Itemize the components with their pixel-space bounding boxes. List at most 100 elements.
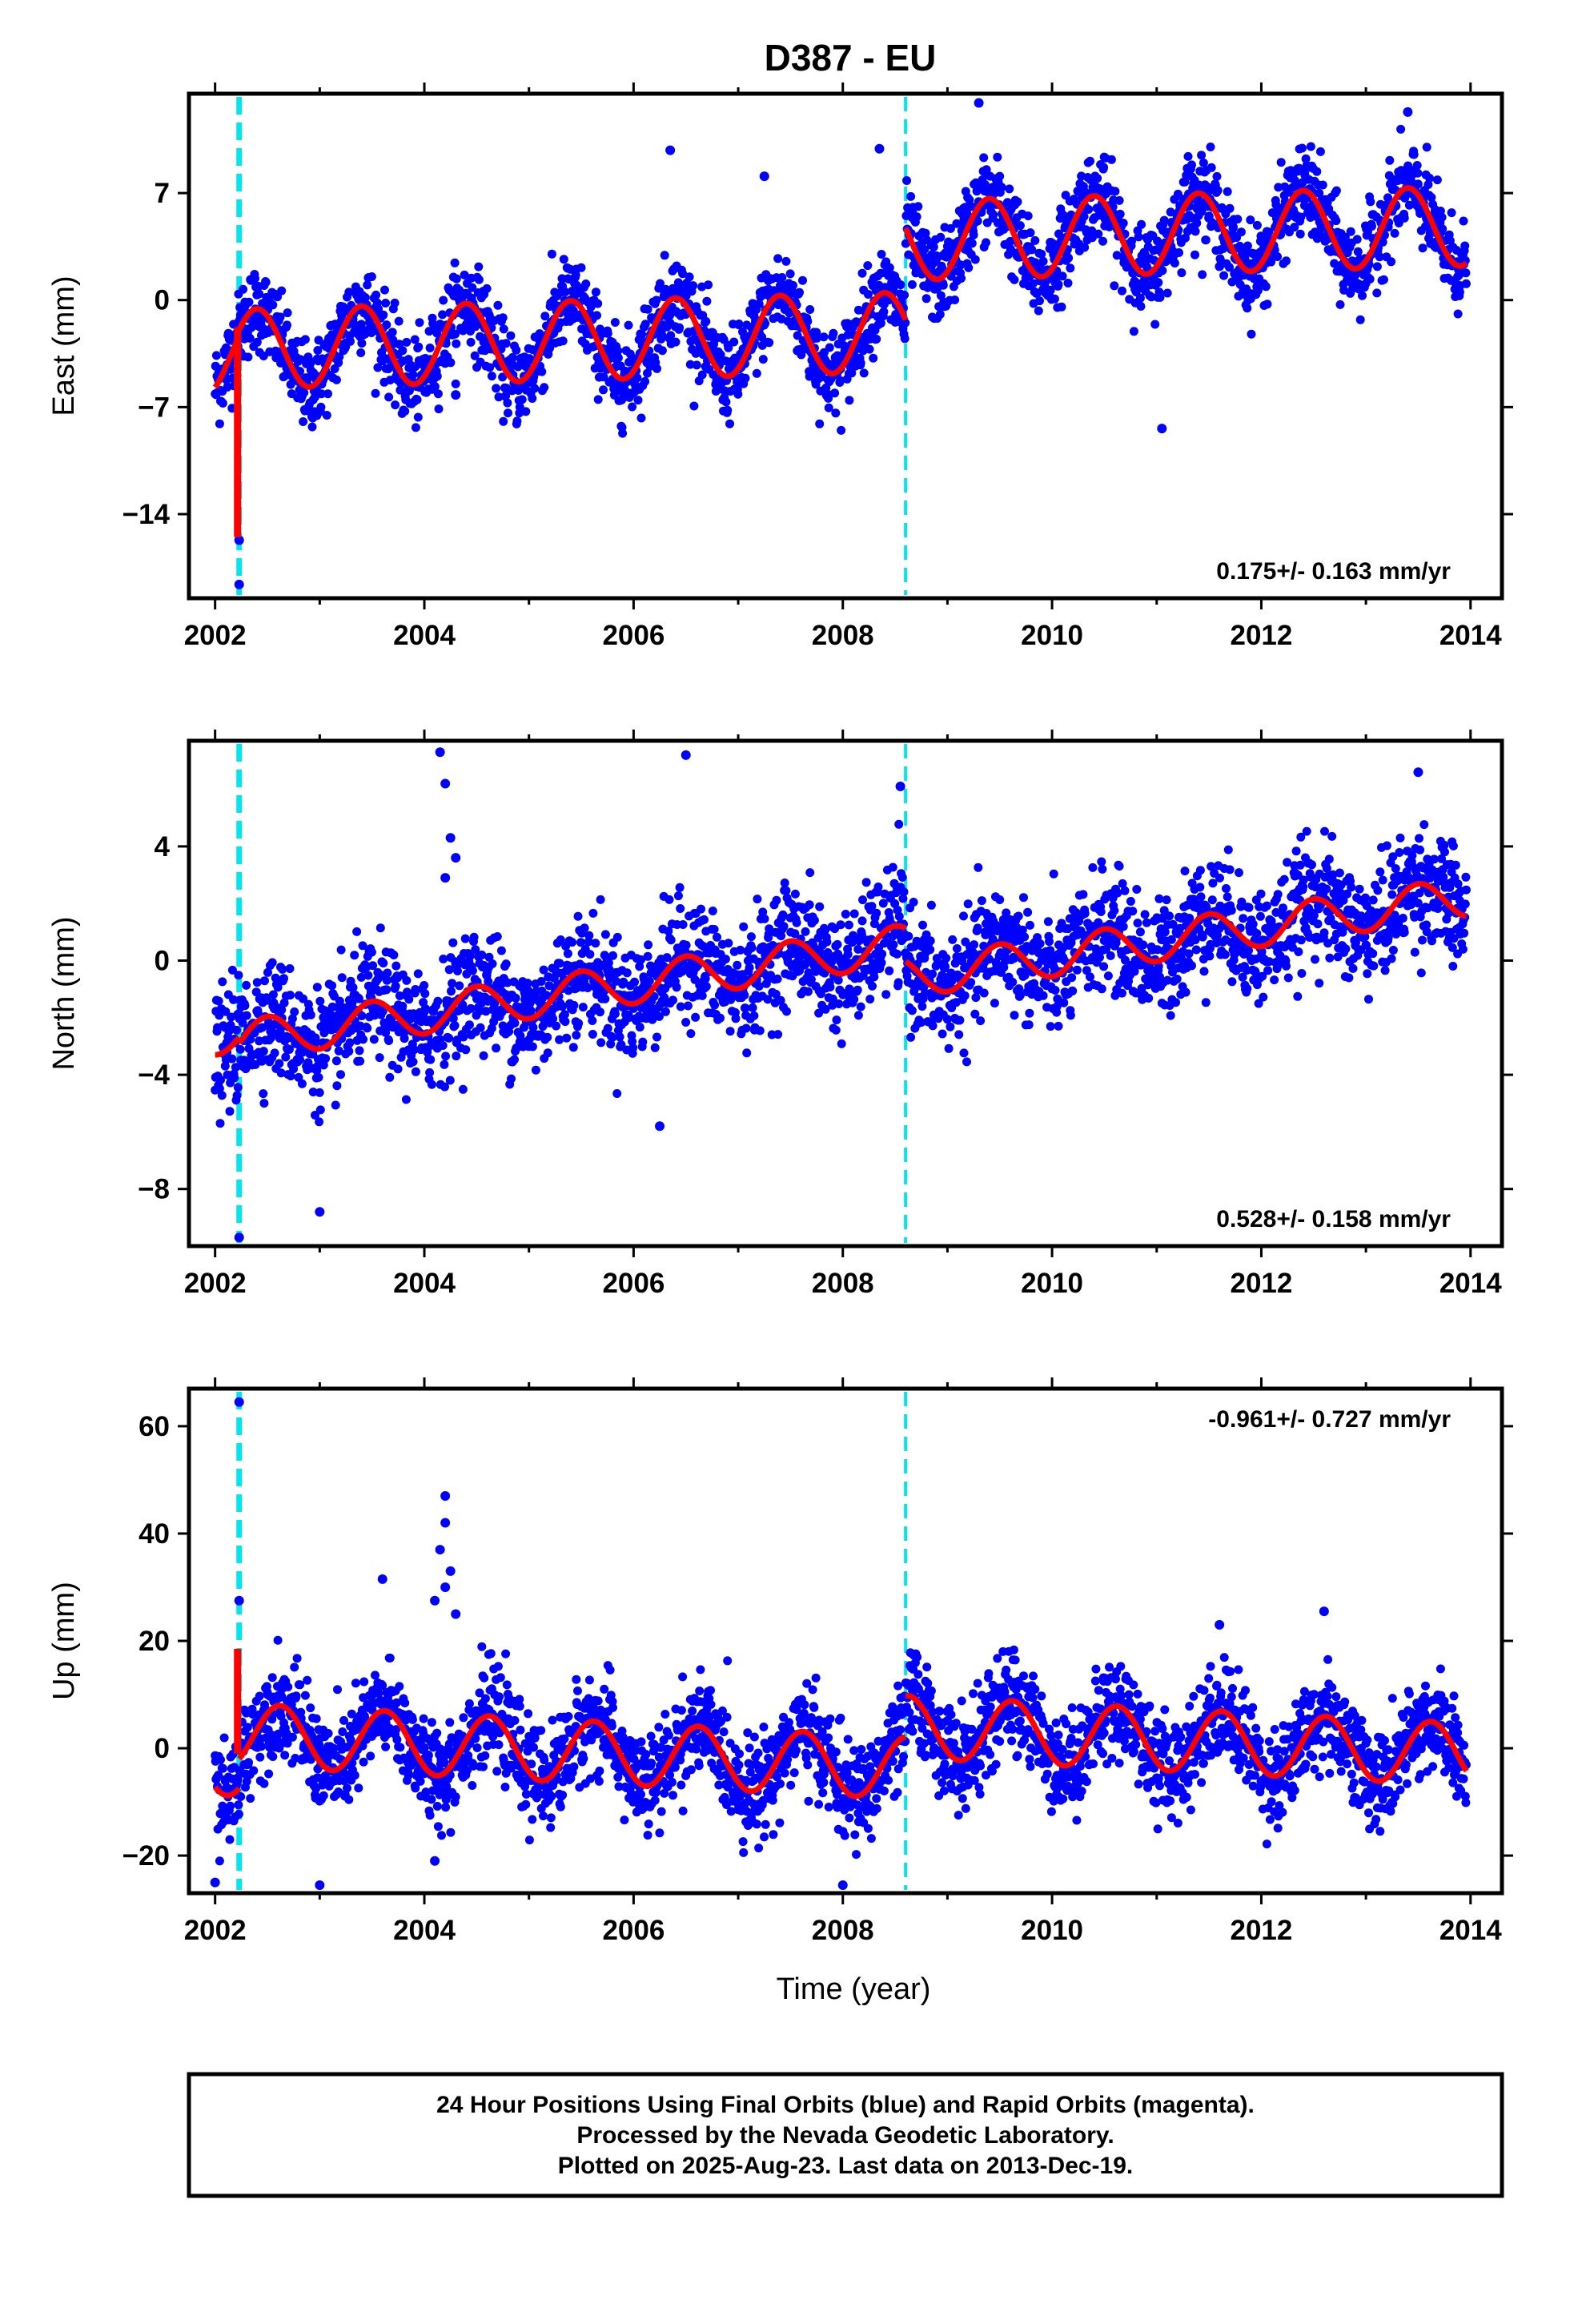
data-point [885, 263, 894, 272]
data-point [259, 1099, 269, 1108]
data-point [523, 979, 532, 988]
data-point [1422, 143, 1431, 152]
data-point [1199, 158, 1208, 167]
data-point [464, 1020, 474, 1030]
data-point [356, 348, 366, 357]
data-point [498, 313, 508, 323]
data-point [906, 191, 916, 201]
data-point [792, 918, 801, 927]
data-point [512, 345, 521, 355]
data-point [382, 985, 391, 995]
data-point [683, 1001, 693, 1011]
data-point [697, 370, 707, 380]
data-point [391, 961, 401, 971]
data-point [1133, 919, 1142, 928]
data-point [1009, 954, 1018, 963]
data-point [242, 1011, 251, 1020]
data-point [604, 958, 613, 967]
data-point [390, 298, 400, 308]
data-point [1413, 168, 1423, 178]
data-point [240, 1001, 250, 1011]
data-point [1273, 252, 1283, 261]
data-point [741, 1023, 751, 1033]
data-point [543, 1048, 552, 1058]
data-point [954, 1030, 964, 1039]
data-point [528, 1023, 538, 1032]
data-point [913, 202, 923, 211]
data-point [995, 895, 1005, 904]
data-point [1038, 256, 1048, 266]
data-point [1037, 249, 1046, 259]
data-point [825, 343, 834, 352]
data-point [1219, 271, 1229, 280]
data-point [345, 1038, 355, 1047]
data-point [217, 1091, 227, 1100]
data-point [752, 368, 761, 378]
data-point [847, 368, 857, 378]
data-point [941, 962, 950, 971]
data-point [244, 1043, 254, 1053]
data-point [382, 320, 391, 330]
data-point [335, 352, 344, 362]
data-point [363, 1023, 372, 1033]
data-point [1026, 920, 1034, 930]
data-point [765, 924, 774, 934]
data-point [809, 915, 819, 925]
data-point [979, 153, 989, 163]
panels: 2002 2004 2006 2008 2010 2012 201470−7−14East … [47, 82, 1513, 2006]
data-point [781, 256, 791, 266]
data-point [218, 399, 227, 408]
data-point [371, 388, 380, 398]
data-point [488, 959, 497, 968]
data-point [637, 330, 647, 339]
data-point [1191, 935, 1200, 945]
data-point [893, 978, 903, 987]
data-point [834, 999, 844, 1008]
data-point [425, 344, 435, 352]
data-point [946, 1022, 955, 1031]
data-point [894, 911, 904, 921]
data-point [1229, 223, 1239, 232]
data-point [592, 311, 601, 320]
data-point [1137, 983, 1146, 993]
data-point [635, 962, 644, 971]
data-point [1177, 268, 1186, 278]
data-point [404, 995, 414, 1004]
outlier-point [974, 98, 984, 108]
data-point [824, 403, 833, 412]
data-point [962, 1057, 971, 1067]
data-point [673, 891, 683, 901]
data-point [985, 955, 994, 964]
data-point [455, 981, 464, 991]
data-point [452, 1051, 461, 1061]
data-point [716, 1013, 725, 1023]
y-tick-label: −14 [122, 499, 171, 530]
data-point [403, 987, 412, 997]
data-point [1254, 286, 1263, 296]
data-point [606, 1039, 616, 1049]
data-point [616, 1040, 626, 1049]
data-point [215, 1119, 225, 1128]
outlier-point [1157, 424, 1167, 434]
data-point [973, 923, 982, 933]
data-point [420, 1004, 430, 1013]
data-point [847, 938, 857, 947]
data-point [821, 1004, 830, 1014]
data-point [697, 991, 707, 1000]
data-point [596, 1007, 604, 1017]
data-point [661, 1007, 670, 1016]
data-point [599, 372, 608, 382]
data-point [806, 975, 816, 984]
data-point [964, 263, 974, 272]
data-point [378, 1007, 387, 1016]
data-point [1027, 245, 1037, 255]
data-point [1358, 291, 1367, 300]
data-point [1162, 895, 1171, 905]
data-point [672, 983, 681, 992]
data-point [856, 1002, 865, 1011]
data-point [685, 272, 694, 282]
data-point [385, 1072, 395, 1082]
data-point [723, 405, 733, 415]
data-point [562, 1033, 572, 1043]
data-point [640, 376, 650, 386]
